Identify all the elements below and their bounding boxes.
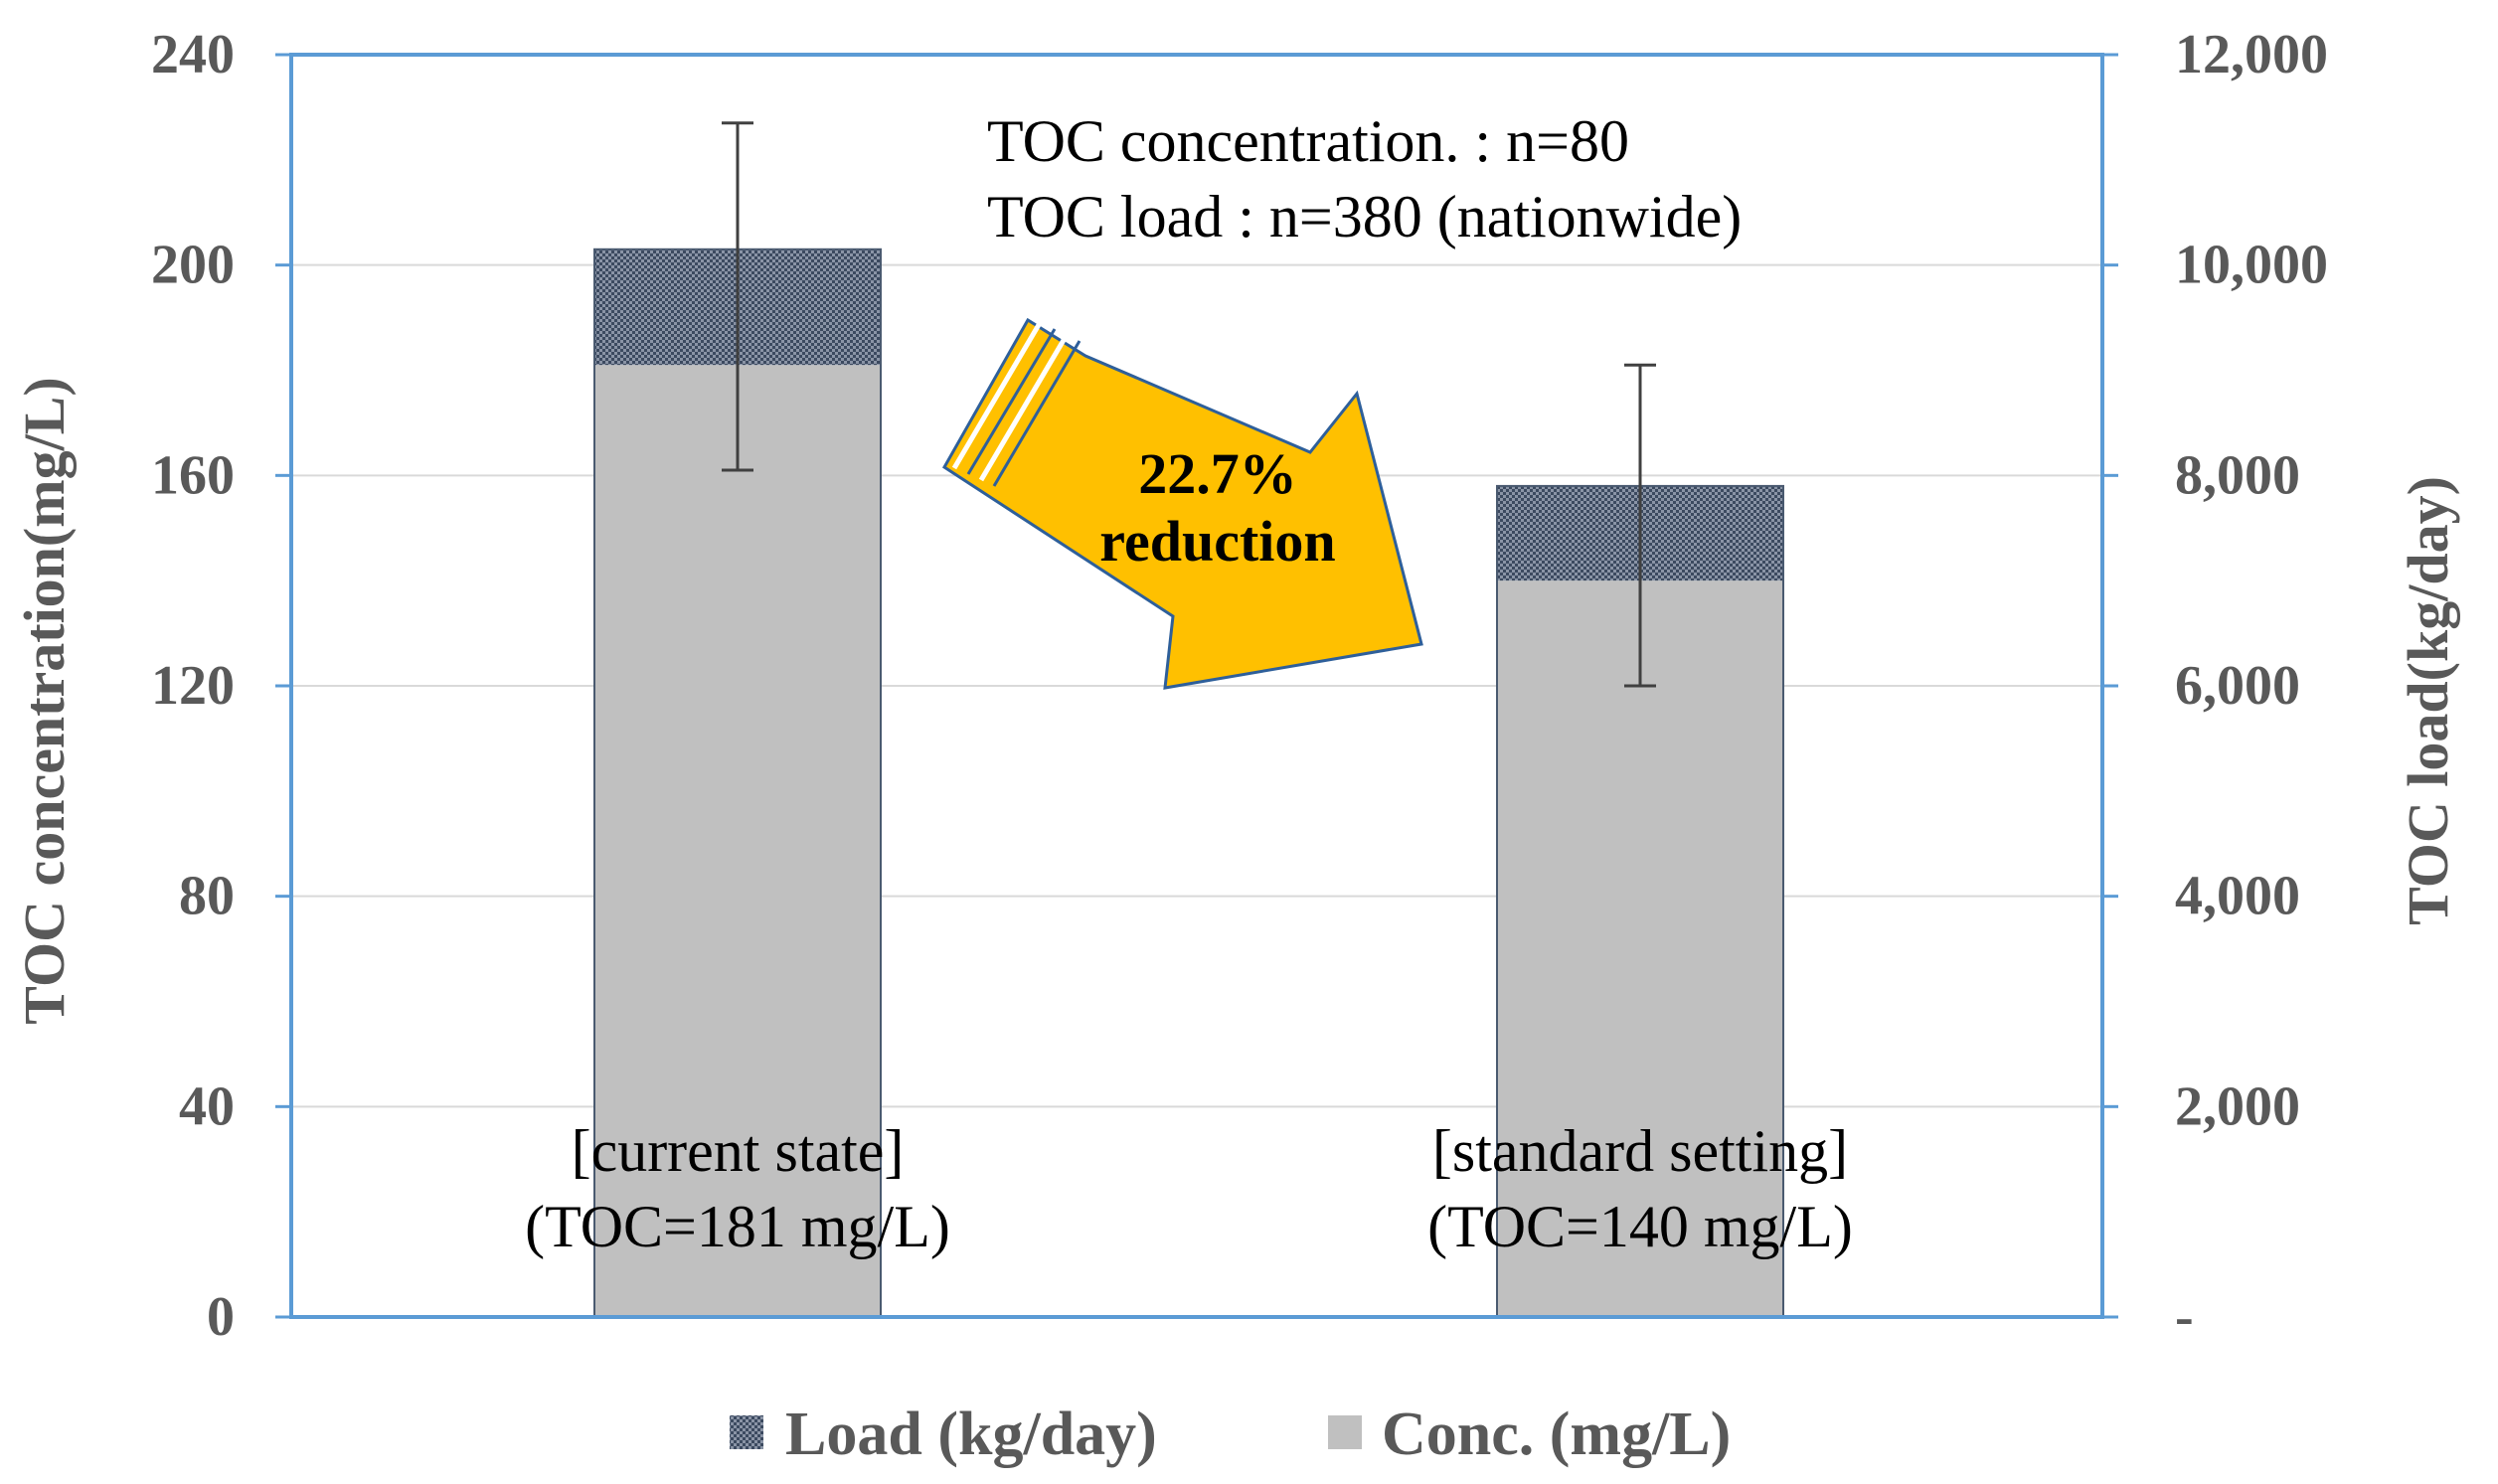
sample-size-note-line2: TOC load : n=380 (nationwide) <box>987 184 1742 249</box>
bars <box>593 247 1784 1319</box>
legend-swatch-conc <box>1328 1415 1362 1449</box>
axis-ticks: 0 40 80 120 160 200 240 - 2,000 4,000 6,000 8,000 10… <box>151 24 2328 1348</box>
legend-label-load: Load (kg/day) <box>785 1401 1157 1468</box>
legend-swatch-load <box>730 1415 763 1449</box>
right-tick-label: 10,000 <box>2175 235 2328 296</box>
bar-conc <box>594 365 881 1317</box>
right-axis-title: TOC load(kg/day) <box>2396 476 2460 925</box>
category-label-current-line1: [current state] <box>572 1118 905 1184</box>
category-label-standard-line1: [standard setting] <box>1432 1118 1848 1184</box>
legend-label-conc: Conc. (mg/L) <box>1382 1401 1731 1468</box>
error-bars <box>722 121 1656 688</box>
left-tick-label: 240 <box>151 24 235 85</box>
reduction-arrow <box>941 317 1423 690</box>
right-tick-label: - <box>2175 1286 2194 1348</box>
left-axis-title: TOC concentration(mg/L) <box>12 377 77 1024</box>
left-tick-label: 200 <box>151 235 235 296</box>
category-label-standard-line2: (TOC=140 mg/L) <box>1427 1194 1853 1259</box>
reduction-word-label: reduction <box>1099 509 1335 574</box>
right-tick-label: 8,000 <box>2175 444 2300 506</box>
right-tick-label: 6,000 <box>2175 655 2300 717</box>
right-tick-label: 4,000 <box>2175 866 2300 927</box>
category-label-current-line2: (TOC=181 mg/L) <box>525 1194 950 1259</box>
right-tick-label: 2,000 <box>2175 1075 2300 1137</box>
reduction-percent-label: 22.7% <box>1138 441 1297 506</box>
gridlines <box>291 263 2102 1108</box>
sample-size-note-line1: TOC concentration. : n=80 <box>987 108 1629 174</box>
left-tick-label: 160 <box>151 444 235 506</box>
bar-conc <box>1497 580 1783 1317</box>
right-tick-label: 12,000 <box>2175 24 2328 85</box>
left-tick-label: 0 <box>207 1286 235 1348</box>
legend: Load (kg/day) Conc. (mg/L) <box>730 1401 1731 1468</box>
left-tick-label: 80 <box>179 866 235 927</box>
left-tick-label: 40 <box>179 1075 235 1137</box>
left-tick-label: 120 <box>151 655 235 717</box>
